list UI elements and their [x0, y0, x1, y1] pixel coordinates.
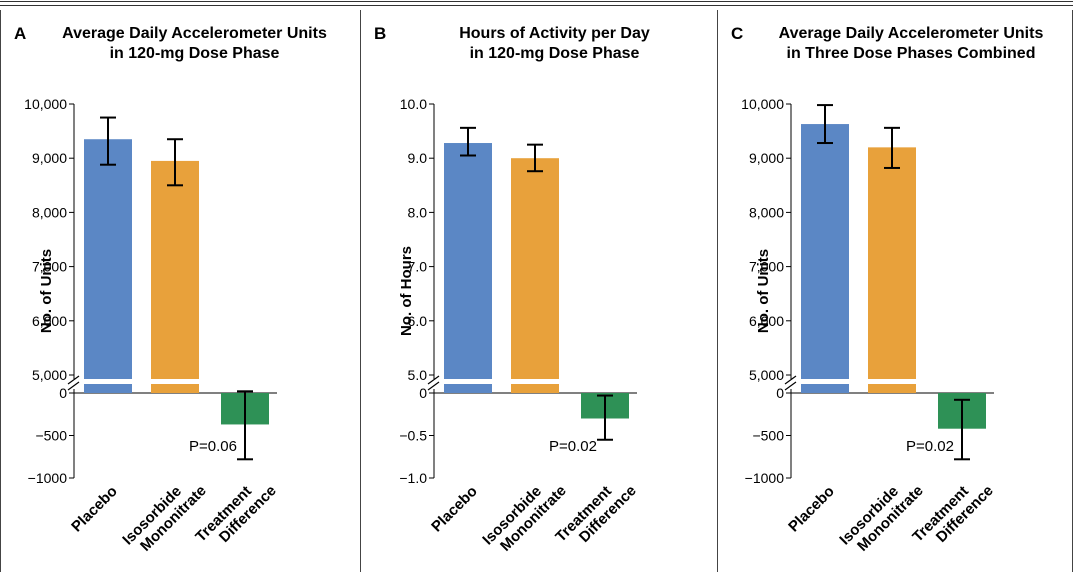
axis-break-mark	[427, 381, 440, 391]
x-category-label-line: Placebo	[785, 483, 838, 536]
y-tick-label: −0.5	[399, 428, 427, 444]
y-tick-label: −500	[752, 428, 784, 444]
x-category-label: IsosorbideMononitrate	[479, 470, 569, 560]
panel-title-line2: in 120-mg Dose Phase	[109, 45, 280, 62]
y-tick-label: 9.0	[408, 150, 428, 166]
bar-placebo-base	[84, 384, 132, 393]
panel-b: B Hours of Activity per Day in 120-mg Do…	[360, 10, 716, 572]
chart-a: No. of Units 5,000 6,000 7,000 8,000 9,000 10,…	[24, 96, 280, 560]
panel-title: Average Daily Accelerometer Units in 120…	[39, 24, 350, 64]
panel-letter: A	[14, 24, 27, 43]
y-tick-label: −1000	[28, 470, 68, 486]
bar-placebo	[84, 139, 132, 379]
y-tick-label: −500	[35, 428, 67, 444]
axis-break-mark	[784, 375, 797, 385]
p-value-label: P=0.02	[906, 438, 954, 455]
panel-title: Average Daily Accelerometer Units in Thr…	[756, 24, 1066, 64]
p-value-label: P=0.02	[549, 438, 597, 455]
y-tick-label: 10,000	[24, 96, 67, 112]
bar-placebo	[801, 124, 849, 379]
bar-isosorbide-mononitrate	[511, 158, 559, 379]
bar-placebo-base	[444, 384, 492, 393]
x-category-label-line: Placebo	[68, 483, 121, 536]
p-value-label: P=0.06	[189, 438, 237, 455]
y-tick-label: 7.0	[408, 259, 428, 275]
y-tick-label: 9,000	[749, 150, 784, 166]
panel-title-line1: Hours of Activity per Day	[459, 25, 650, 42]
panel-title-line1: Average Daily Accelerometer Units	[778, 25, 1044, 42]
y-axis-label: No. of Units	[38, 249, 55, 333]
y-axis-label: No. of Hours	[398, 246, 415, 336]
top-rule	[0, 1, 1073, 2]
y-tick-label: −1.0	[399, 470, 427, 486]
x-category-label: IsosorbideMononitrate	[119, 470, 209, 560]
y-axis-label: No. of Units	[755, 249, 772, 333]
x-category-label-line: Placebo	[428, 483, 481, 536]
y-tick-label: −1000	[745, 470, 785, 486]
y-tick-label: 0	[776, 385, 784, 401]
x-category-label: TreatmentDifference	[909, 470, 996, 557]
bar-isosorbide-mononitrate	[151, 160, 199, 379]
y-tick-label: 6.0	[408, 313, 428, 329]
y-tick-label: 7,000	[749, 259, 784, 275]
y-tick-label: 6,000	[749, 313, 784, 329]
bar-isosorbide-mononitrate-base	[868, 384, 916, 393]
axis-break-mark	[427, 375, 440, 385]
bar-placebo-base	[801, 384, 849, 393]
axis-break-mark	[67, 375, 80, 385]
y-tick-label: 6,000	[32, 313, 67, 329]
x-category-label: Placebo	[68, 483, 121, 536]
bar-isosorbide-mononitrate-base	[151, 384, 199, 393]
y-tick-label: 5.0	[408, 367, 428, 383]
y-tick-label: 8.0	[408, 204, 428, 220]
y-tick-label: 10,000	[741, 96, 784, 112]
x-category-label: TreatmentDifference	[192, 470, 279, 557]
y-tick-label: 0	[59, 385, 67, 401]
panel-title: Hours of Activity per Day in 120-mg Dose…	[399, 24, 710, 64]
axis-break-mark	[784, 381, 797, 391]
x-category-label: Placebo	[428, 483, 481, 536]
panel-letter: B	[374, 24, 387, 43]
y-tick-label: 10.0	[400, 96, 427, 112]
axis-break-mark	[67, 381, 80, 391]
x-category-label: TreatmentDifference	[552, 470, 639, 557]
y-tick-label: 7,000	[32, 259, 67, 275]
bar-isosorbide-mononitrate-base	[511, 384, 559, 393]
y-tick-label: 5,000	[749, 367, 784, 383]
panel-a: A Average Daily Accelerometer Units in 1…	[0, 10, 356, 572]
y-tick-label: 8,000	[32, 204, 67, 220]
chart-c: No. of Units 5,000 6,000 7,000 8,000 9,000 10,…	[741, 96, 997, 560]
panel-c: C Average Daily Accelerometer Units in T…	[717, 10, 1073, 572]
y-tick-label: 9,000	[32, 150, 67, 166]
panel-letter: C	[731, 24, 744, 43]
x-category-label: IsosorbideMononitrate	[836, 470, 926, 560]
panel-title-line2: in Three Dose Phases Combined	[786, 45, 1036, 62]
bar-placebo	[444, 143, 492, 379]
bar-isosorbide-mononitrate	[868, 147, 916, 379]
x-category-label: Placebo	[785, 483, 838, 536]
y-tick-label: 0	[419, 385, 427, 401]
y-tick-label: 5,000	[32, 367, 67, 383]
chart-b: No. of Hours 5.0 6.0 7.0 8.0 9.0 10.0 0 −0.5 −1.0…	[398, 96, 640, 560]
panel-title-line1: Average Daily Accelerometer Units	[62, 25, 327, 42]
top-rule-second	[0, 5, 1073, 6]
y-tick-label: 8,000	[749, 204, 784, 220]
panel-title-line2: in 120-mg Dose Phase	[469, 45, 640, 62]
